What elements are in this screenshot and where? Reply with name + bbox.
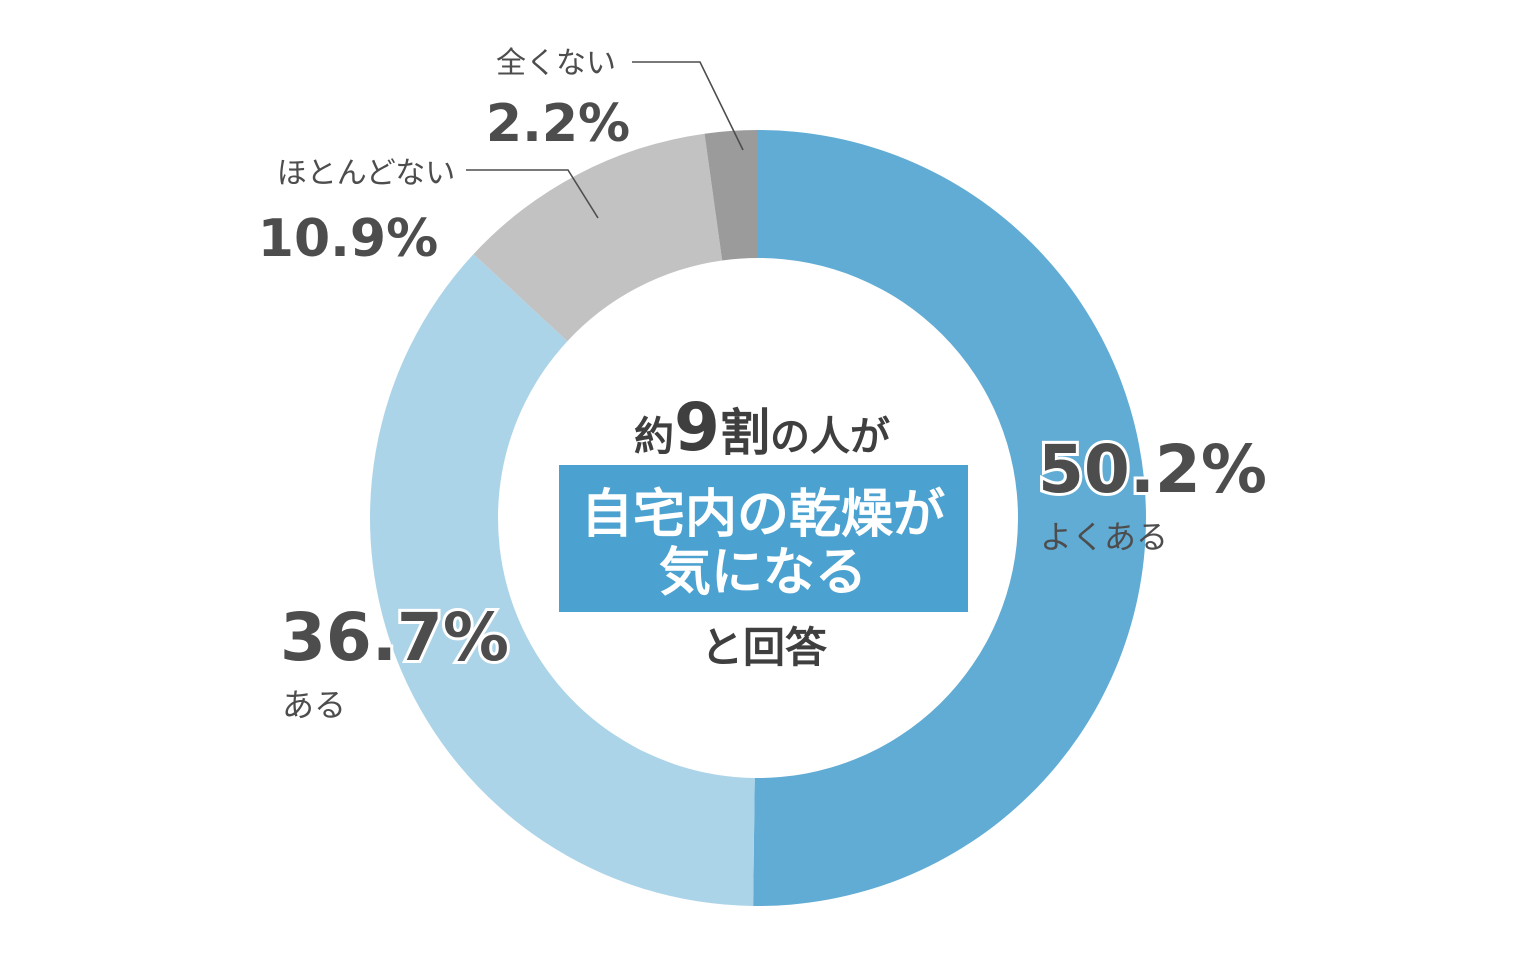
banner-line-2: 気になる: [659, 543, 867, 603]
label-hotondonai: ほとんどない: [277, 156, 456, 191]
label-yokuaru: よくある: [1040, 518, 1168, 556]
center-footer: と回答: [701, 623, 828, 672]
leader-line-zenkunai: [632, 61, 744, 151]
value-zenkunai: 2.2%: [486, 94, 630, 154]
value-yokuaru: 50.2%: [1038, 431, 1267, 508]
donut-slice-2: [473, 133, 723, 342]
value-aru: 36.7%: [280, 599, 509, 676]
donut-slice-0: [753, 130, 1146, 906]
donut-slices: [369, 130, 1146, 906]
banner-line-1: 自宅内の乾燥が: [581, 485, 945, 545]
label-zenkunai: 全くない: [496, 46, 616, 81]
donut-slice-3: [704, 130, 758, 261]
center-banner: [559, 465, 968, 612]
label-aru: ある: [282, 686, 346, 724]
center-headline: 約9割の人が: [634, 389, 890, 466]
value-hotondonai: 10.9%: [258, 209, 438, 269]
donut-slice-1: [369, 254, 755, 906]
leader-line-hotondonai: [466, 169, 599, 219]
